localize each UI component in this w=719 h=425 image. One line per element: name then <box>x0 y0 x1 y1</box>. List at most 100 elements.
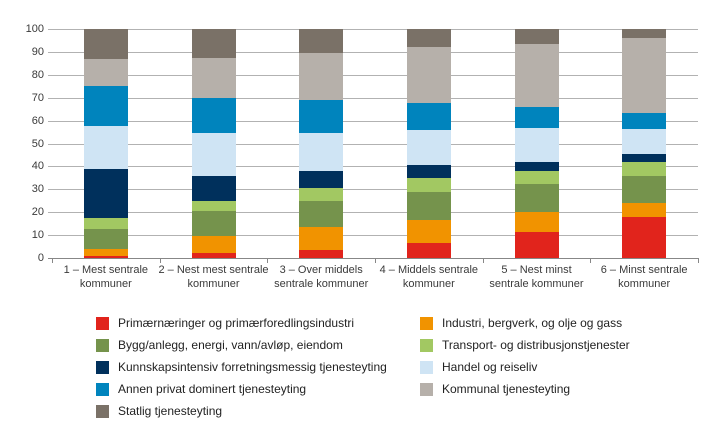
bar-category-2 <box>191 29 236 258</box>
x-axis-tick <box>375 258 376 263</box>
x-axis-line <box>48 258 698 259</box>
legend-swatch-icon <box>96 338 109 352</box>
bar-segment-series-8-cat-5 <box>514 29 559 44</box>
y-axis-label: 20 <box>31 206 44 219</box>
bar-segment-series-7-cat-2 <box>191 57 236 98</box>
bar-segment-series-1-cat-2 <box>191 236 236 254</box>
legend-swatch-icon <box>420 316 433 330</box>
y-axis-label: 60 <box>31 114 44 127</box>
x-axis-label-3: 3 – Over middels sentrale kommuner <box>274 264 369 290</box>
bar-segment-series-1-cat-3 <box>299 227 344 250</box>
legend-swatch-icon <box>96 404 109 418</box>
legend-label: Kunnskapsintensiv forretningsmessig tjen… <box>118 360 387 374</box>
gridline-100 <box>48 29 698 30</box>
bar-segment-series-2-cat-6 <box>622 175 667 204</box>
bar-segment-series-0-cat-2 <box>191 253 236 258</box>
legend-label: Statlig tjenesteyting <box>118 404 223 418</box>
x-axis-label-2: 2 – Nest mest sentrale kommuner <box>158 264 269 290</box>
legend-label: Primærnæringer og primærforedlingsindust… <box>118 316 355 330</box>
bar-segment-series-5-cat-4 <box>406 129 451 166</box>
legend-item-0: Primærnæringer og primærforedlingsindust… <box>96 316 420 330</box>
bar-segment-series-6-cat-4 <box>406 103 451 130</box>
bar-segment-series-4-cat-2 <box>191 175 236 201</box>
legend-item-5: Handel og reiseliv <box>420 360 630 374</box>
y-axis-label: 10 <box>31 229 44 242</box>
x-axis-tick <box>590 258 592 263</box>
bar-segment-series-3-cat-2 <box>191 200 236 212</box>
bar-segment-series-4-cat-1 <box>83 168 128 218</box>
bar-segment-series-5-cat-5 <box>514 127 559 162</box>
x-axis-tick <box>267 258 269 263</box>
legend-label: Industri, bergverk, og olje og gass <box>442 316 623 330</box>
bar-segment-series-1-cat-1 <box>83 248 128 256</box>
bar-segment-series-0-cat-4 <box>406 243 451 258</box>
bar-segment-series-0-cat-1 <box>83 255 128 258</box>
bar-category-3 <box>299 29 344 258</box>
legend-swatch-icon <box>420 338 433 352</box>
bar-segment-series-4-cat-5 <box>514 161 559 171</box>
gridline-70 <box>48 97 698 99</box>
bar-segment-series-1-cat-6 <box>622 203 667 217</box>
y-axis-label: 70 <box>31 91 44 104</box>
legend-item-2: Bygg/anlegg, energi, vann/avløp, eiendom <box>96 338 420 352</box>
legend-item-3: Transport- og distribusjonstjenester <box>420 338 630 352</box>
legend-item-6: Annen privat dominert tjenesteyting <box>96 382 420 396</box>
x-axis-label-5: 5 – Nest minst sentrale kommuner <box>489 264 584 290</box>
bar-segment-series-6-cat-1 <box>83 86 128 127</box>
y-axis-label: 100 <box>25 23 44 35</box>
x-axis-tick <box>159 258 161 263</box>
bar-segment-series-7-cat-6 <box>622 38 667 113</box>
legend: Primærnæringer og primærforedlingsindust… <box>96 312 630 422</box>
y-axis-label: 0 <box>37 252 44 264</box>
legend-swatch-icon <box>96 360 109 374</box>
bar-segment-series-2-cat-2 <box>191 211 236 237</box>
bar-segment-series-5-cat-3 <box>299 133 344 171</box>
legend-item-1: Industri, bergverk, og olje og gass <box>420 316 630 330</box>
bar-segment-series-7-cat-1 <box>83 58 128 87</box>
bar-segment-series-3-cat-5 <box>514 171 559 184</box>
bar-category-1 <box>83 29 128 258</box>
bar-segment-series-8-cat-2 <box>191 29 236 58</box>
gridline-80 <box>48 74 698 76</box>
bar-segment-series-0-cat-5 <box>514 231 559 258</box>
bar-segment-series-2-cat-5 <box>514 183 559 213</box>
bar-segment-series-8-cat-1 <box>83 29 128 59</box>
x-axis-label-4: 4 – Middels sentrale kommuner <box>379 264 479 290</box>
gridline-50 <box>48 143 698 145</box>
legend-label: Transport- og distribusjonstjenester <box>442 338 630 352</box>
bar-segment-series-8-cat-6 <box>622 29 667 39</box>
legend-item-8: Statlig tjenesteyting <box>96 404 420 418</box>
bar-category-6 <box>622 29 667 258</box>
y-axis-label: 30 <box>31 183 44 196</box>
bar-segment-series-1-cat-4 <box>406 220 451 244</box>
bar-segment-series-7-cat-3 <box>299 53 344 101</box>
bar-segment-series-8-cat-3 <box>299 29 344 54</box>
bar-segment-series-4-cat-6 <box>622 153 667 162</box>
y-axis-label: 50 <box>31 137 44 150</box>
legend-label: Annen privat dominert tjenesteyting <box>118 382 307 396</box>
x-axis-label-1: 1 – Mest sentrale kommuner <box>63 264 149 290</box>
bar-segment-series-1-cat-5 <box>514 212 559 232</box>
bar-segment-series-0-cat-6 <box>622 216 667 258</box>
bar-segment-series-8-cat-4 <box>406 29 451 48</box>
bar-segment-series-6-cat-3 <box>299 100 344 134</box>
plot-area: 0 10 20 30 40 50 60 70 80 90 100 1 – Mest sentrale… <box>25 23 699 290</box>
bar-segment-series-2-cat-1 <box>83 229 128 249</box>
legend-swatch-icon <box>96 316 109 330</box>
bar-segment-series-7-cat-5 <box>514 43 559 107</box>
legend-label: Kommunal tjenesteyting <box>442 382 571 396</box>
bar-segment-series-5-cat-2 <box>191 133 236 176</box>
bar-segment-series-6-cat-2 <box>191 97 236 134</box>
bar-segment-series-4-cat-4 <box>406 165 451 178</box>
bar-category-5 <box>514 29 559 258</box>
gridline-90 <box>48 51 698 53</box>
bar-segment-series-3-cat-4 <box>406 177 451 192</box>
bar-segment-series-5-cat-6 <box>622 128 667 154</box>
bar-segment-series-2-cat-4 <box>406 191 451 221</box>
legend-item-7: Kommunal tjenesteyting <box>420 382 630 396</box>
bar-segment-series-4-cat-3 <box>299 171 344 189</box>
bar-segment-series-0-cat-3 <box>299 249 344 258</box>
bar-segment-series-5-cat-1 <box>83 126 128 169</box>
gridline-30 <box>48 189 698 191</box>
